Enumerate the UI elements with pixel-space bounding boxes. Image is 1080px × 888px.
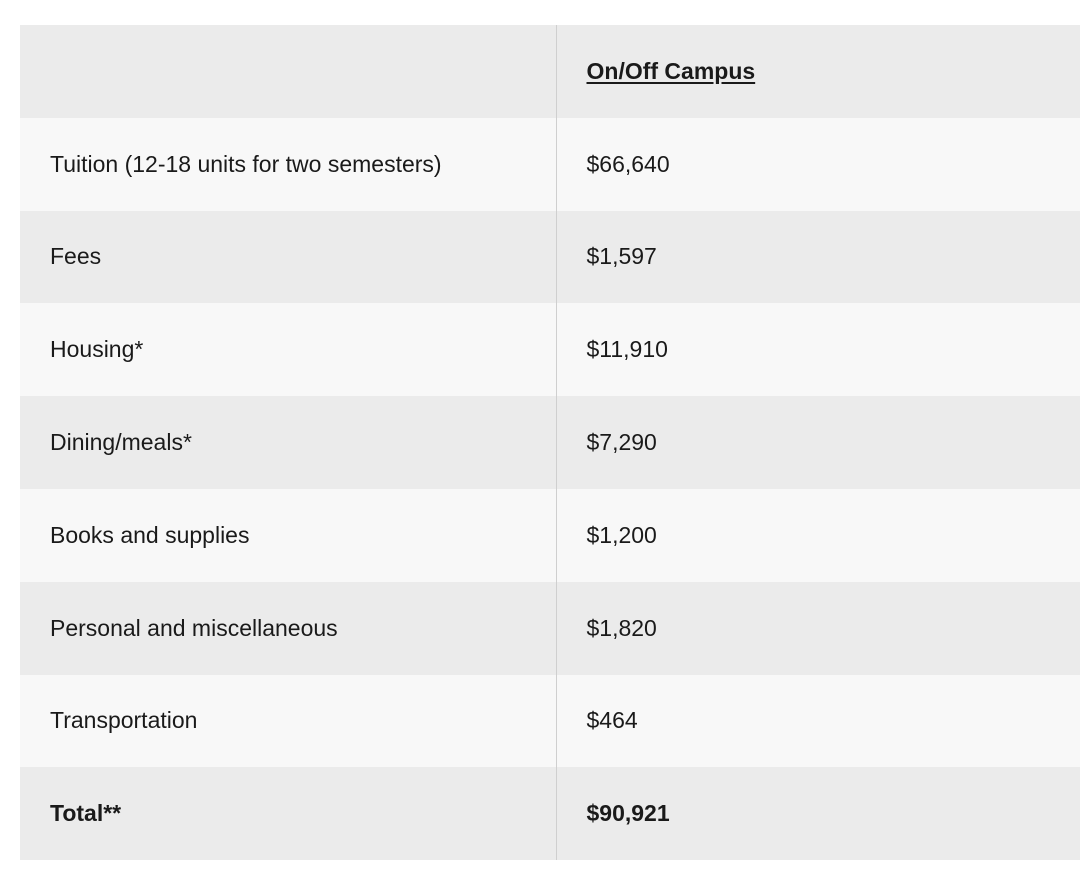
- row-value: $66,640: [586, 150, 670, 177]
- row-value: $464: [586, 707, 638, 734]
- row-label: Books and supplies: [20, 488, 557, 582]
- row-label: Dining/meals*: [20, 396, 557, 489]
- cost-of-attendance-table-container: On/Off Campus Tuition (12-18 units for t…: [20, 25, 1080, 861]
- table-row: Fees $1,597: [20, 210, 1080, 304]
- on-off-campus-heading: On/Off Campus: [586, 57, 756, 84]
- row-value: $1,820: [586, 614, 657, 641]
- table-row: Dining/meals* $7,290: [20, 396, 1080, 489]
- table-header-row: On/Off Campus: [20, 25, 1080, 118]
- row-label: Fees: [20, 210, 557, 304]
- total-label: Total**: [20, 767, 557, 861]
- row-label: Tuition (12-18 units for two semesters): [20, 117, 557, 211]
- header-column-title: On/Off Campus: [556, 25, 1080, 118]
- total-row: Total** $90,921: [20, 767, 1080, 861]
- cost-of-attendance-table: On/Off Campus Tuition (12-18 units for t…: [20, 25, 1080, 861]
- table-row: Books and supplies $1,200: [20, 488, 1080, 582]
- table-row: Housing* $11,910: [20, 303, 1080, 397]
- row-value: $7,290: [586, 429, 657, 456]
- row-label: Transportation: [20, 674, 557, 768]
- header-label-cell: [20, 25, 557, 118]
- table-row: Transportation $464: [20, 674, 1080, 768]
- table-row: Tuition (12-18 units for two semesters) …: [20, 117, 1080, 211]
- row-value: $1,597: [586, 243, 657, 270]
- row-value: $1,200: [586, 521, 657, 548]
- total-value: $90,921: [586, 800, 670, 827]
- table-row: Personal and miscellaneous $1,820: [20, 581, 1080, 675]
- row-label: Personal and miscellaneous: [20, 581, 557, 675]
- row-value: $11,910: [586, 336, 668, 363]
- row-label: Housing*: [20, 303, 557, 397]
